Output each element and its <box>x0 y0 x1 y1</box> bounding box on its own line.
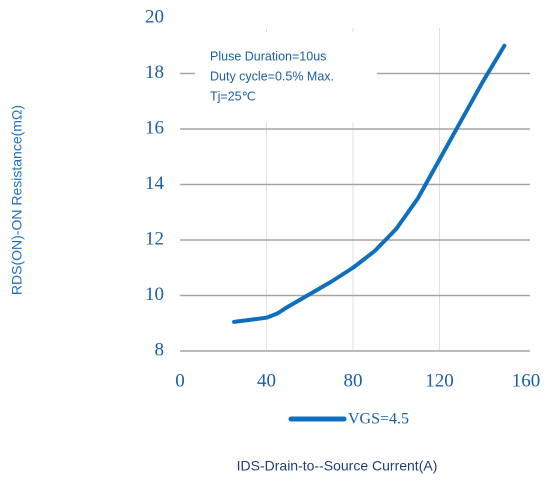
annotation: Tj=25℃ <box>210 89 256 103</box>
annotation: Pluse Duration=10us <box>210 49 326 63</box>
y-tick-label: 18 <box>145 62 164 83</box>
x-tick-label: 120 <box>425 370 454 391</box>
y-tick-label: 10 <box>145 284 164 305</box>
y-tick-label: 20 <box>145 6 164 27</box>
annotation: Duty cycle=0.5% Max. <box>210 69 334 83</box>
x-tick-label: 160 <box>512 370 541 391</box>
x-tick-label: 0 <box>175 370 185 391</box>
annotation-box <box>195 32 377 122</box>
x-tick-label: 40 <box>257 370 276 391</box>
y-tick-label: 16 <box>145 117 164 138</box>
y-tick-label: 8 <box>155 339 165 360</box>
y-tick-label: 12 <box>145 228 164 249</box>
y-tick-label: 14 <box>145 173 165 194</box>
y-axis-label: RDS(ON)-ON Resistance(mΩ) <box>9 105 25 295</box>
data-line <box>232 43 507 324</box>
legend-label: VGS=4.5 <box>348 411 409 428</box>
x-axis-label: IDS-Drain-to--Source Current(A) <box>237 458 438 474</box>
x-tick-label: 80 <box>344 370 363 391</box>
